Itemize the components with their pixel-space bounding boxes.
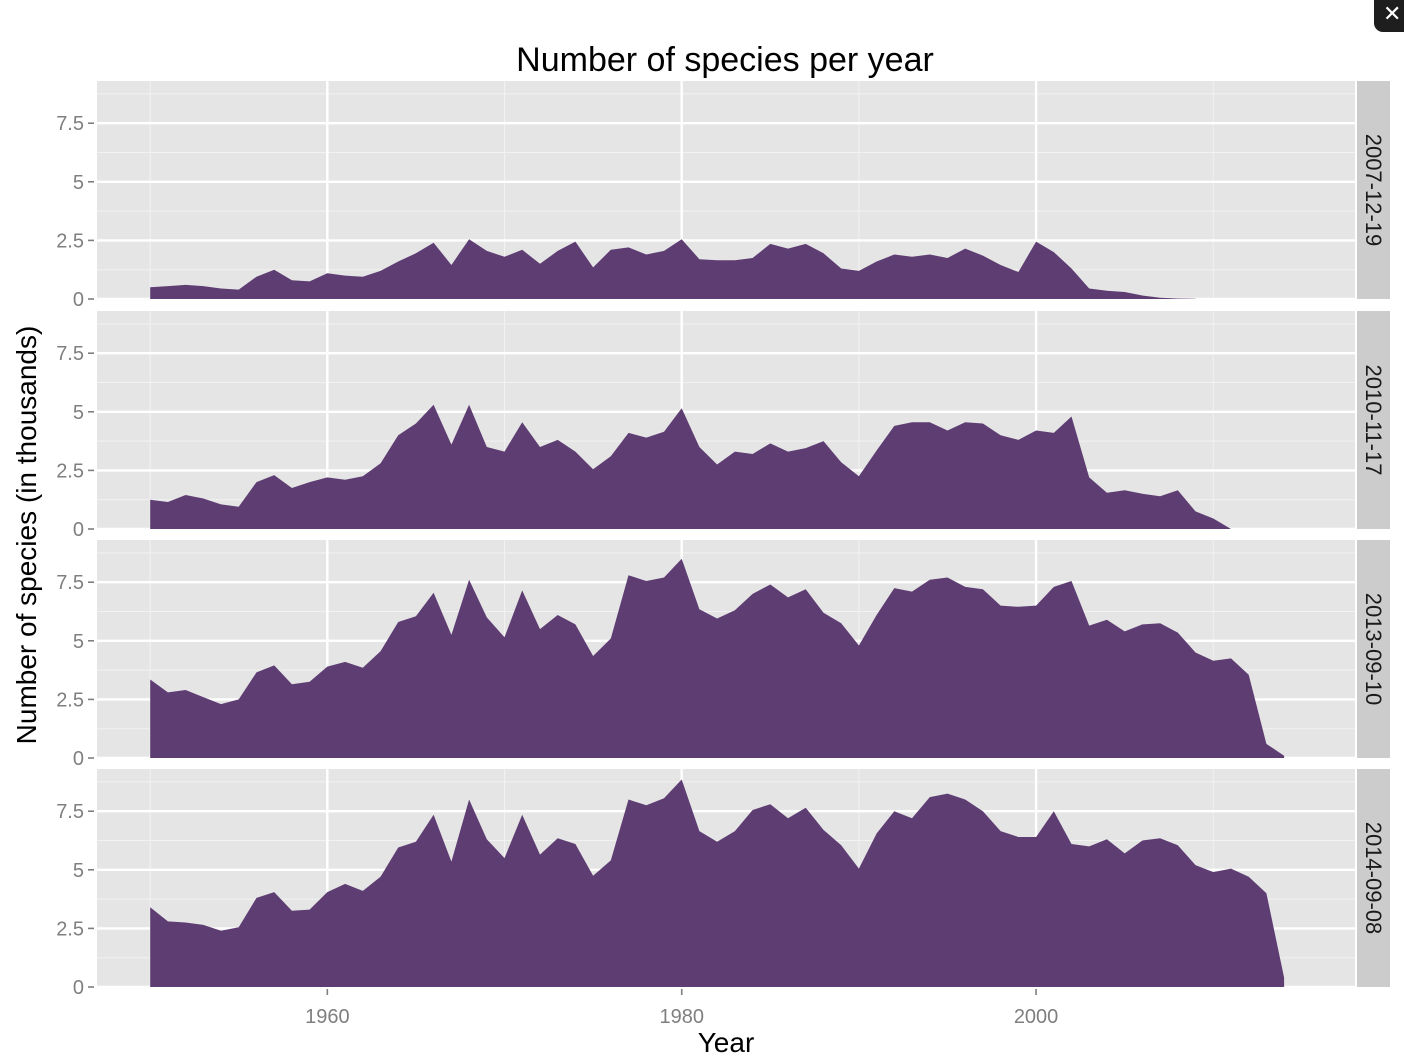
x-tick-label: 1960 [305,1006,350,1028]
y-tick-label: 0 [73,519,84,541]
y-tick-label: 7.5 [56,113,84,135]
y-axis-label: Number of species (in thousands) [11,326,42,745]
facet-panel: 0 2.5 5 7.5 2014-09-08 [56,769,1390,999]
facet-strip-label: 2014-09-08 [1361,822,1386,935]
facet-panel: 0 2.5 5 7.5 2007-12-19 [56,81,1390,311]
y-tick-label: 2.5 [56,460,84,482]
y-tick-label: 7.5 [56,801,84,823]
facet-strip [1357,311,1390,529]
chart-title: Number of species per year [516,41,934,79]
y-tick-label: 2.5 [56,689,84,711]
y-tick-label: 0 [73,977,84,999]
facet-panel: 0 2.5 5 7.5 2010-11-17 [56,311,1390,541]
facet-strip [1357,540,1390,758]
facet-panels: 0 2.5 5 7.5 2007-12-19 0 2.5 5 7.5 2010-11-17 0 2.5… [56,81,1390,999]
y-tick-label: 5 [73,172,84,194]
area-series [150,779,1285,987]
facet-strip-label: 2010-11-17 [1361,365,1386,476]
close-button[interactable]: ✕ [1374,0,1404,32]
y-tick-label: 7.5 [56,572,84,594]
facet-strip-label: 2007-12-19 [1361,134,1386,247]
y-tick-label: 7.5 [56,343,84,365]
facet-strip-label: 2013-09-10 [1361,593,1386,706]
area-series [150,558,1285,758]
x-axis-label: Year [698,1027,755,1058]
y-tick-label: 5 [73,860,84,882]
facet-panel: 0 2.5 5 7.5 2013-09-10 [56,540,1390,770]
facet-strip [1357,769,1390,987]
area-series [150,239,1196,299]
x-axis: 1960 1980 2000 [305,989,1058,1028]
area-series [150,404,1232,529]
x-tick-label: 2000 [1014,1006,1059,1028]
y-tick-label: 2.5 [56,230,84,252]
y-tick-label: 0 [73,289,84,311]
close-icon: ✕ [1383,2,1402,27]
facet-strip [1357,81,1390,299]
y-tick-label: 5 [73,402,84,424]
y-tick-label: 0 [73,748,84,770]
x-tick-label: 1980 [659,1006,704,1028]
y-tick-label: 2.5 [56,918,84,940]
y-tick-label: 5 [73,631,84,653]
